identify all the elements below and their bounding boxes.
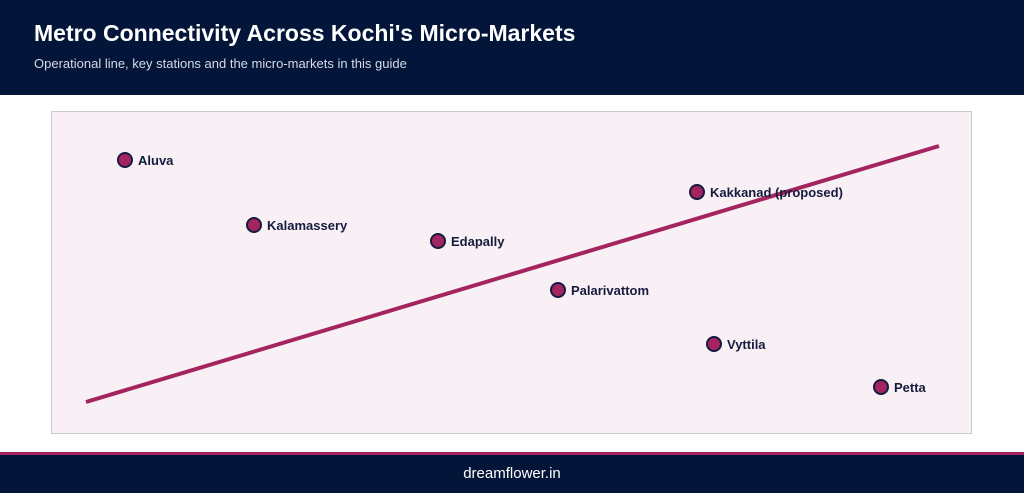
station-3: Kakkanad (proposed) — [689, 184, 843, 200]
footer-bar: dreamflower.in — [0, 452, 1024, 493]
station-0: Aluva — [117, 152, 174, 168]
station-marker-icon — [246, 217, 262, 233]
station-marker-icon — [550, 282, 566, 298]
station-4: Palarivattom — [550, 282, 649, 298]
station-marker-icon — [689, 184, 705, 200]
metro-map: Aluva Kalamassery Edapally Kakkanad (propos… — [85, 144, 940, 404]
station-label: Kalamassery — [267, 218, 348, 233]
station-2: Edapally — [430, 233, 505, 249]
station-label: Kakkanad (proposed) — [710, 185, 843, 200]
station-label: Petta — [894, 380, 927, 395]
station-marker-icon — [873, 379, 889, 395]
page-title: Metro Connectivity Across Kochi's Micro-… — [34, 20, 576, 46]
footer-brand: dreamflower.in — [463, 465, 561, 482]
station-marker-icon — [117, 152, 133, 168]
metro-line — [85, 144, 940, 404]
metro-map-panel: Aluva Kalamassery Edapally Kakkanad (propos… — [51, 111, 972, 434]
station-marker-icon — [430, 233, 446, 249]
station-label: Edapally — [451, 234, 505, 249]
station-label: Aluva — [138, 153, 174, 168]
station-1: Kalamassery — [246, 217, 348, 233]
header-banner: Metro Connectivity Across Kochi's Micro-… — [0, 0, 1024, 95]
station-label: Vyttila — [727, 337, 766, 352]
station-6: Petta — [873, 379, 927, 395]
station-marker-icon — [706, 336, 722, 352]
station-5: Vyttila — [706, 336, 766, 352]
page-subtitle: Operational line, key stations and the m… — [34, 56, 407, 71]
station-label: Palarivattom — [571, 283, 649, 298]
